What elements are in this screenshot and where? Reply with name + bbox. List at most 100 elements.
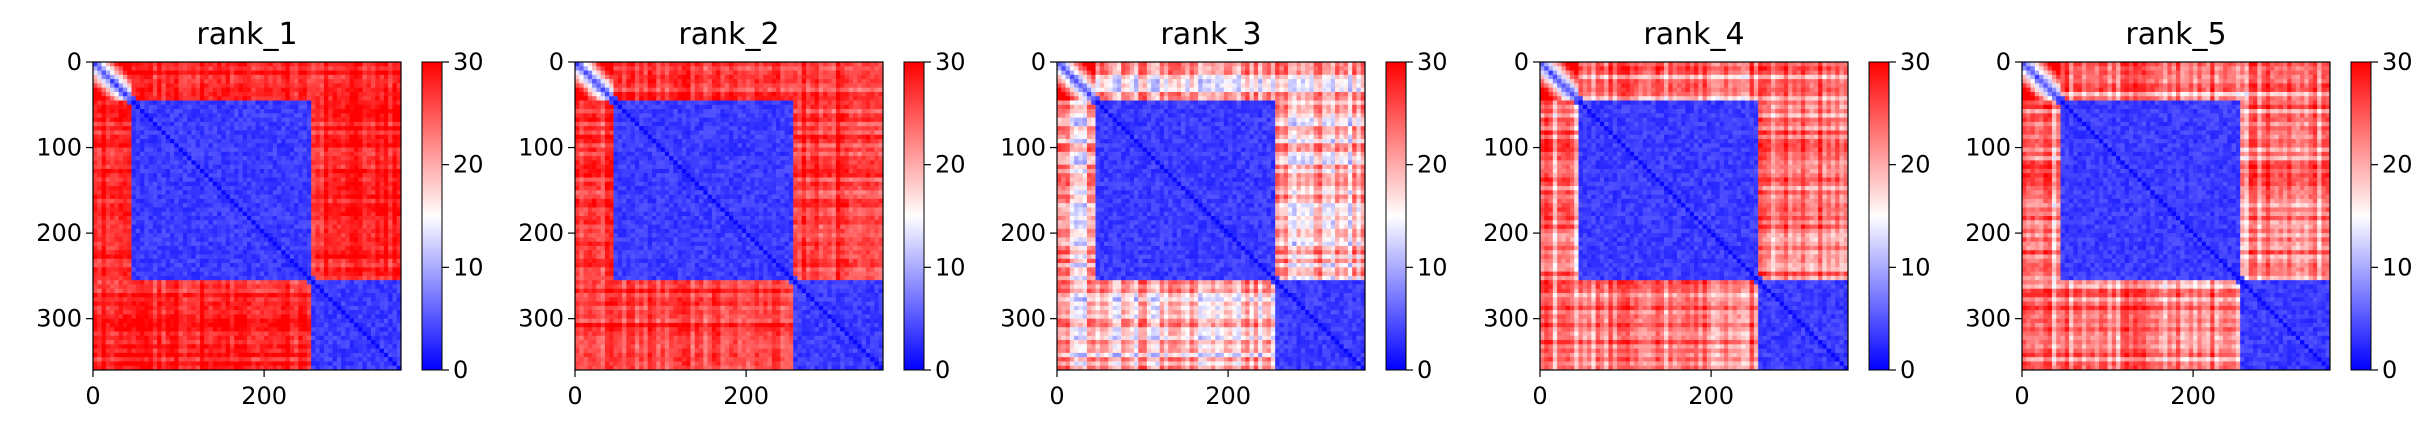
heatmap-cell [379,310,385,315]
heatmap-cell [187,87,192,93]
heatmap-cell [97,147,102,153]
heatmap-cell [332,207,338,213]
heatmap-cell [118,126,124,131]
heatmap-cell [366,66,372,71]
heatmap-cell [152,130,158,136]
heatmap-cell [375,211,381,217]
heatmap-cell [187,228,192,234]
heatmap-cell [212,297,218,302]
heatmap-cell [366,186,372,191]
heatmap-cell [362,62,368,67]
heatmap-cell [225,190,231,196]
heatmap-cell [105,318,111,324]
heatmap-cell [281,198,286,204]
heatmap-cell [178,284,184,290]
heatmap-cell [212,198,218,204]
heatmap-cell [187,198,192,204]
heatmap-cell [272,233,278,238]
heatmap-cell [135,318,141,324]
heatmap-cell [276,322,282,328]
heatmap-cell [217,237,222,243]
heatmap-cell [358,344,363,350]
heatmap-cell [341,104,346,110]
heatmap-cell [276,91,282,97]
heatmap-cell [306,297,312,302]
heatmap-cell [131,340,137,345]
heatmap-cell [341,228,346,234]
heatmap-cell [255,280,261,285]
heatmap-cell [148,198,154,204]
heatmap-cell [234,74,239,80]
heatmap-cell [118,74,124,80]
heatmap-cell [140,318,145,324]
heatmap-cell [362,104,368,110]
heatmap-cell [110,198,115,204]
heatmap-cell [388,100,393,106]
heatmap-cell [208,348,214,354]
heatmap-cell [366,314,372,320]
heatmap-cell [225,254,231,260]
heatmap-cell [332,83,338,89]
heatmap-cell [396,87,402,93]
heatmap-cell [336,66,342,71]
heatmap-cell [105,301,111,307]
heatmap-cell [289,117,295,123]
heatmap-cell [358,348,363,354]
heatmap-cell [101,198,107,204]
heatmap-cell [396,91,402,97]
heatmap-cell [174,203,179,208]
heatmap-cell [238,96,244,101]
heatmap-cell [298,305,304,311]
heatmap-cell [110,237,115,243]
heatmap-cell [332,344,338,350]
heatmap-cell [161,117,167,123]
heatmap-cell [157,91,162,97]
heatmap-cell [182,74,188,80]
heatmap-cell [152,340,158,345]
heatmap-cell [110,224,115,230]
heatmap-cell [251,275,256,281]
heatmap-cell [392,139,398,144]
heatmap-cell [127,139,132,144]
heatmap-cell [199,139,205,144]
heatmap-cell [358,130,363,136]
heatmap-cell [328,284,333,290]
heatmap-cell [341,322,346,328]
heatmap-cell [174,113,179,119]
heatmap-cell [242,74,248,80]
heatmap-cell [272,237,278,243]
heatmap-cell [388,181,393,187]
heatmap-cell [268,83,274,89]
heatmap-cell [281,203,286,208]
heatmap-cell [199,254,205,260]
heatmap-cell [302,245,308,251]
heatmap-cell [135,79,141,84]
heatmap-cell [135,109,141,114]
heatmap-cell [336,220,342,225]
heatmap-cell [315,224,321,230]
heatmap-cell [217,96,222,101]
heatmap-cell [366,70,372,76]
heatmap-cell [358,284,363,290]
heatmap-cell [148,263,154,268]
heatmap-cell [358,143,363,148]
heatmap-cell [259,130,265,136]
heatmap-cell [97,288,102,294]
heatmap-cell [324,331,329,337]
heatmap-cell [298,228,304,234]
heatmap-cell [285,340,291,345]
heatmap-cell [362,87,368,93]
heatmap-cell [97,109,102,114]
heatmap-cell [122,173,128,178]
heatmap-cell [122,91,128,97]
heatmap-cell [388,267,393,273]
heatmap-cell [127,254,132,260]
heatmap-cell [161,280,167,285]
heatmap-cell [242,66,248,71]
heatmap-cell [101,280,107,285]
heatmap-cell [336,181,342,187]
heatmap-cell [182,100,188,106]
heatmap-cell [178,66,184,71]
heatmap-cell [371,173,376,178]
